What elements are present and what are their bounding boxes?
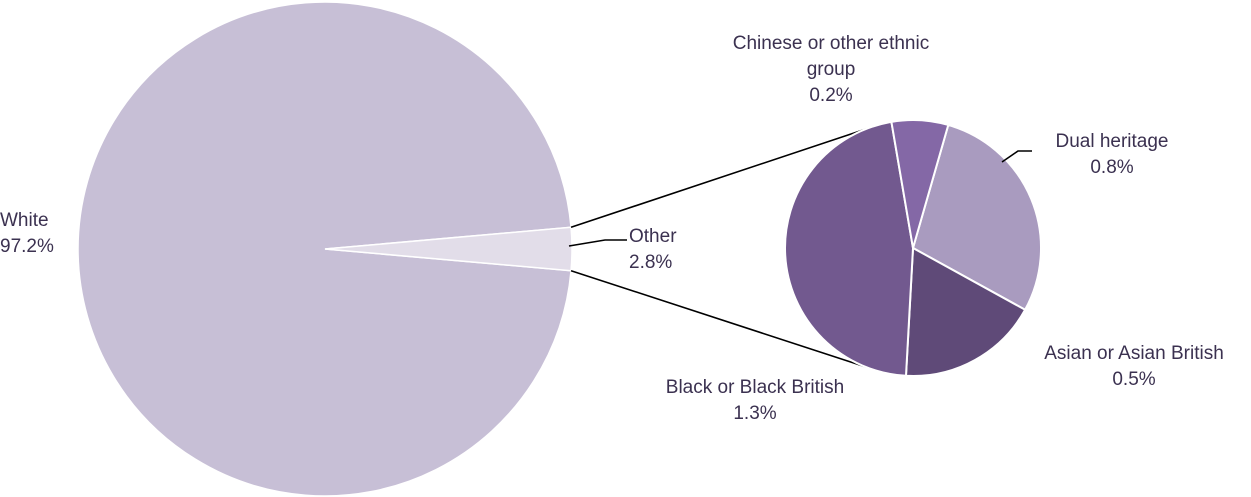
- label-dual-heritage-value: 0.8%: [1090, 157, 1134, 178]
- label-white: White 97.2%: [0, 208, 54, 260]
- label-dual-heritage: Dual heritage 0.8%: [1032, 129, 1192, 181]
- label-dual-heritage-name: Dual heritage: [1055, 131, 1169, 152]
- label-white-name: White: [0, 210, 49, 231]
- label-black-name: Black or Black British: [665, 377, 845, 398]
- label-chinese-name: Chinese or other ethnic group: [732, 33, 930, 80]
- label-black-or-black-british: Black or Black British 1.3%: [638, 375, 872, 427]
- label-other-name: Other: [629, 226, 677, 247]
- leader-line-dual-heritage: [1001, 150, 1032, 163]
- slice-asian-or-asian-british: [904, 246, 1027, 377]
- label-chinese-or-other: Chinese or other ethnic group 0.2%: [732, 31, 930, 109]
- label-asian-name: Asian or Asian British: [1044, 343, 1224, 364]
- label-other-value: 2.8%: [629, 252, 673, 273]
- leader-line-other: [568, 239, 627, 247]
- leader-lines: [568, 150, 1032, 247]
- label-asian-value: 0.5%: [1112, 369, 1156, 390]
- secondary-pie: [784, 119, 1043, 377]
- label-white-value: 97.2%: [0, 236, 54, 257]
- connector-lines: [570, 128, 867, 368]
- label-black-value: 1.3%: [733, 403, 777, 424]
- connector-line-top: [570, 128, 867, 229]
- slice-chinese-or-other-ethnic-group: [890, 119, 950, 249]
- slice-white: [77, 1, 572, 497]
- main-pie: [77, 1, 573, 497]
- connector-line-bottom: [570, 269, 867, 368]
- label-other: Other 2.8%: [629, 224, 677, 276]
- label-asian-or-asian-british: Asian or Asian British 0.5%: [1018, 341, 1250, 393]
- label-chinese-value: 0.2%: [809, 85, 853, 106]
- slice-black-or-black-british: [784, 120, 915, 377]
- slice-dual-heritage: [911, 123, 1043, 312]
